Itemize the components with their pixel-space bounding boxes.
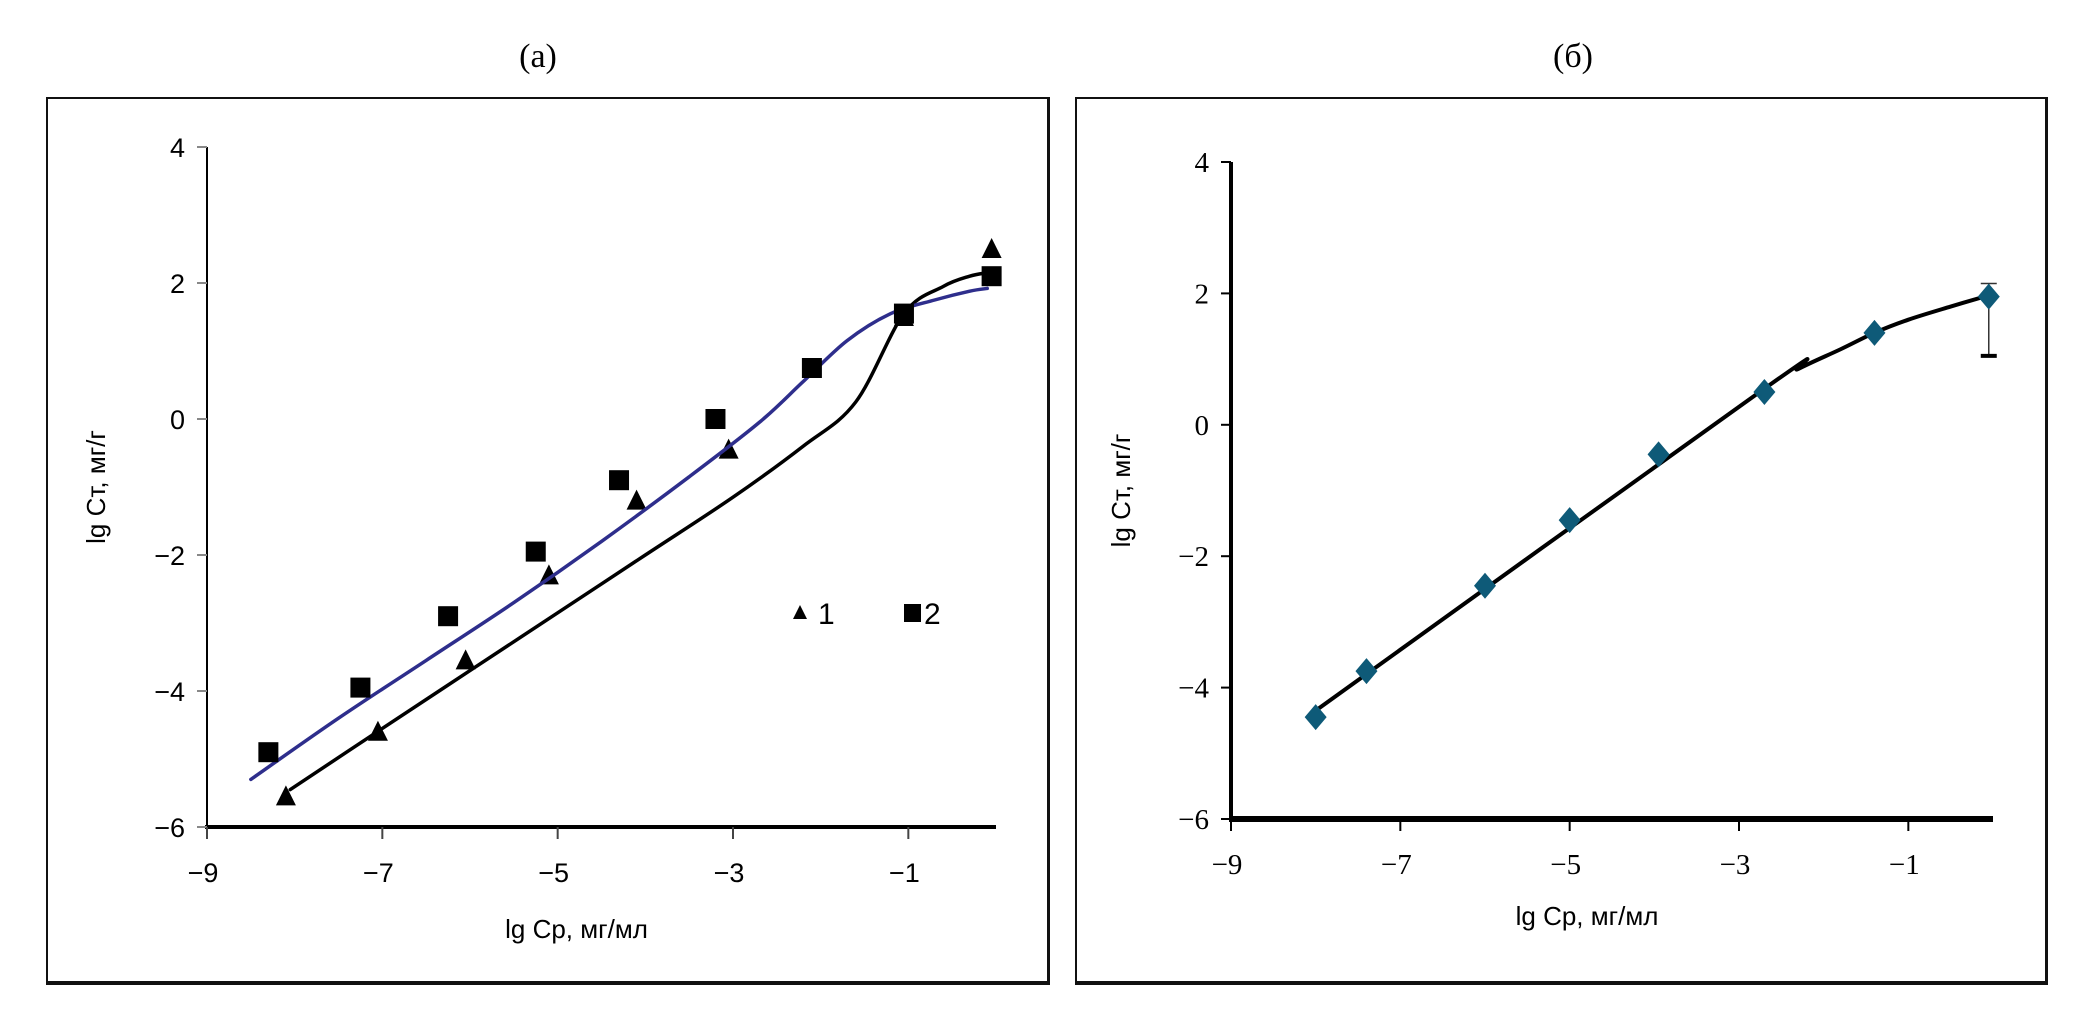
- panel-b-x-axis-label: lg Cр, мг/мл: [1516, 901, 1659, 931]
- panel-a-square-point: [609, 470, 630, 491]
- panel-b-y-tick-label: 0: [1195, 410, 1210, 442]
- panel-a-y-tick-label: 0: [170, 405, 185, 435]
- panel-a-square-point: [801, 358, 822, 378]
- panel-a-square-point: [258, 742, 279, 763]
- legend-square-icon: [904, 604, 921, 622]
- panel-a-square-point: [893, 303, 914, 324]
- panel-a-frame: [46, 97, 1050, 985]
- panel-b-frame: [1075, 97, 2048, 985]
- panel-b-diamond-point: [1977, 283, 2000, 310]
- panel-a-y-tick-label: −4: [154, 677, 185, 707]
- panel-a-y-tick-label: −6: [154, 813, 185, 843]
- panel-a-x-tick-label: −5: [538, 858, 569, 888]
- panel-b-x-tick-label: −9: [1212, 849, 1243, 881]
- panel-b-x-tick-label: −5: [1550, 849, 1581, 881]
- legend-label-2: 2: [924, 598, 941, 631]
- panel-a-square-point: [981, 266, 1002, 287]
- legend-label-1: 1: [818, 598, 835, 631]
- panel-a-triangle-point: [275, 785, 296, 806]
- panel-a-title: (а): [519, 38, 557, 75]
- panel-b-x-tick-label: −7: [1381, 849, 1412, 881]
- panel-a-square-point: [525, 541, 546, 562]
- panel-b-y-tick-label: 2: [1195, 278, 1210, 310]
- panel-a-fit-curve-2: [249, 286, 989, 782]
- panel-b-diamond-point: [1647, 441, 1670, 468]
- panel-a-x-tick-label: −3: [714, 858, 745, 888]
- panel-a-x-tick-label: −9: [188, 858, 219, 888]
- panel-b-fit-curve-data: [1313, 293, 1991, 713]
- panel-a-square-point: [705, 409, 726, 429]
- panel-a-fit-curve-1: [288, 271, 989, 792]
- panel-a-x-tick-label: −7: [363, 858, 394, 888]
- panel-b-diamond-point: [1753, 378, 1776, 405]
- panel-b-title: (б): [1553, 38, 1593, 75]
- panel-b-y-tick-label: −4: [1178, 673, 1209, 705]
- panel-b-diamond-point: [1355, 658, 1378, 685]
- panel-a-square-point: [438, 606, 459, 627]
- panel-a-x-axis-label: lg Cр, мг/мл: [505, 914, 648, 944]
- panel-a-square-point: [350, 677, 371, 698]
- panel-a-y-tick-label: 2: [170, 269, 185, 299]
- panel-a-y-tick-label: 4: [170, 133, 185, 163]
- panel-b-y-tick-label: −2: [1178, 541, 1209, 573]
- panel-a-triangle-point: [538, 564, 559, 585]
- legend-triangle-icon: [793, 605, 807, 619]
- panel-b-y-tick-label: −6: [1178, 804, 1209, 836]
- panel-b-plot: 4 2 0 −2 −4 −6−9 −7 −5 −3 −1 lg Cр, мг/мл lg Cт, мг…: [1106, 147, 2000, 931]
- panel-a-triangle-point: [981, 238, 1002, 258]
- panel-b-diamond-point: [1863, 319, 1886, 346]
- panel-a-plot: 4 2 0 −2 −4 −6−9 −7 −5 −3 −1 lg Cр, мг/мл lg Cт, мг…: [81, 133, 1002, 944]
- panel-b-diamond-point: [1474, 572, 1496, 599]
- panel-a-triangle-point: [626, 489, 647, 510]
- panel-b-x-tick-label: −3: [1720, 849, 1751, 881]
- panel-b-y-tick-label: 4: [1195, 147, 1210, 179]
- panel-b-x-tick-label: −1: [1889, 849, 1920, 881]
- panel-a-y-axis-label: lg Cт, мг/г: [81, 430, 111, 544]
- panel-a-y-tick-label: −2: [154, 541, 185, 571]
- panel-b-diamond-point: [1304, 704, 1327, 731]
- panel-a-x-tick-label: −1: [889, 858, 920, 888]
- panel-a-triangle-point: [455, 649, 476, 670]
- panel-b-diamond-point: [1558, 507, 1581, 534]
- panel-b-y-axis-label: lg Cт, мг/г: [1106, 434, 1136, 548]
- panel-a-triangle-point: [367, 720, 388, 741]
